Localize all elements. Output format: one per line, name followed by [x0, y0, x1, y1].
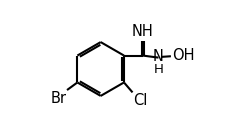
Text: N: N: [153, 49, 164, 64]
Text: Br: Br: [50, 91, 66, 106]
Text: H: H: [154, 63, 163, 76]
Text: Cl: Cl: [133, 93, 147, 108]
Text: OH: OH: [172, 48, 195, 63]
Text: NH: NH: [132, 24, 154, 39]
